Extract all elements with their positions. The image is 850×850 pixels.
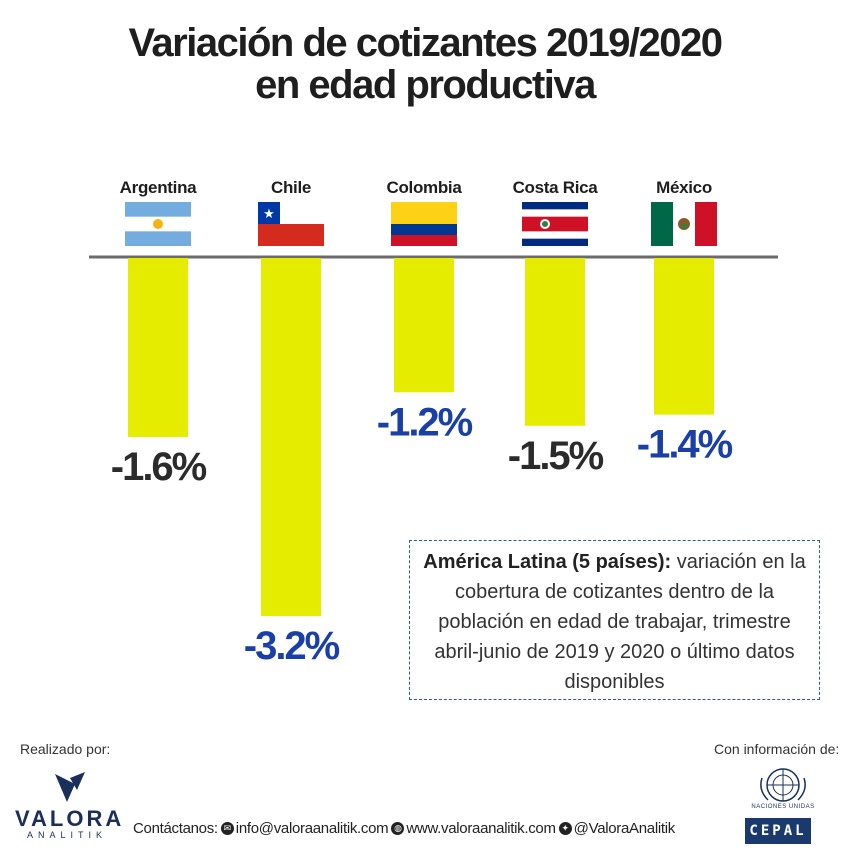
country-label: Argentina [120, 178, 197, 197]
contact-website[interactable]: www.valoraanalitik.com [406, 820, 556, 837]
value-label: -1.2% [377, 400, 473, 444]
value-label: -1.4% [637, 423, 733, 467]
country-label: Colombia [386, 178, 462, 197]
logo-word: VALORA [15, 806, 125, 831]
valora-logo: VALORA ANALITIK [15, 770, 125, 840]
note-box: América Latina (5 países): variación en … [409, 540, 820, 700]
note-text: variación en la cobertura de cotizantes … [434, 551, 806, 693]
info-from-label: Con información de: [714, 741, 840, 757]
contact-email[interactable]: info@valoraanalitik.com [235, 820, 389, 837]
value-label: -1.6% [111, 445, 207, 489]
note-bold: América Latina (5 países): [423, 551, 672, 573]
bar [654, 258, 714, 415]
un-emblem-icon [760, 768, 806, 802]
globe-icon: ◍ [391, 822, 405, 835]
mexico-flag-icon [651, 202, 717, 246]
un-text: NACIONES UNIDAS [751, 804, 815, 810]
title-line-1: Variación de cotizantes 2019/2020 [128, 21, 723, 65]
value-label: -3.2% [244, 624, 340, 668]
logo-sub: ANALITIK [26, 830, 107, 840]
bar [128, 258, 188, 437]
bar [525, 258, 585, 426]
bar [394, 258, 454, 393]
twitter-icon: ✦ [558, 822, 572, 835]
bar [261, 258, 321, 616]
chile-flag-icon: ★ [258, 202, 324, 246]
value-label: -1.5% [508, 434, 604, 478]
svg-text:★: ★ [263, 206, 275, 221]
costa-rica-flag-icon [522, 202, 588, 246]
country-label: Costa Rica [513, 178, 599, 197]
argentina-flag-icon [125, 202, 191, 246]
contact-label: Contáctanos: [133, 820, 218, 837]
contact-line: Contáctanos: ✉ info@valoraanalitik.com ◍… [133, 820, 675, 837]
country-label: México [656, 178, 712, 197]
cepal-logo: CEPAL [745, 818, 811, 844]
colombia-flag-icon [391, 202, 457, 246]
title-line-2: en edad productiva [255, 63, 596, 107]
made-by-label: Realizado por: [20, 741, 111, 757]
chart-title: Variación de cotizantes 2019/2020 en eda… [0, 22, 850, 106]
valora-mark-icon [55, 772, 85, 802]
country-label: Chile [271, 178, 311, 197]
email-icon: ✉ [220, 822, 234, 835]
contact-twitter[interactable]: @ValoraAnalitik [573, 820, 676, 837]
